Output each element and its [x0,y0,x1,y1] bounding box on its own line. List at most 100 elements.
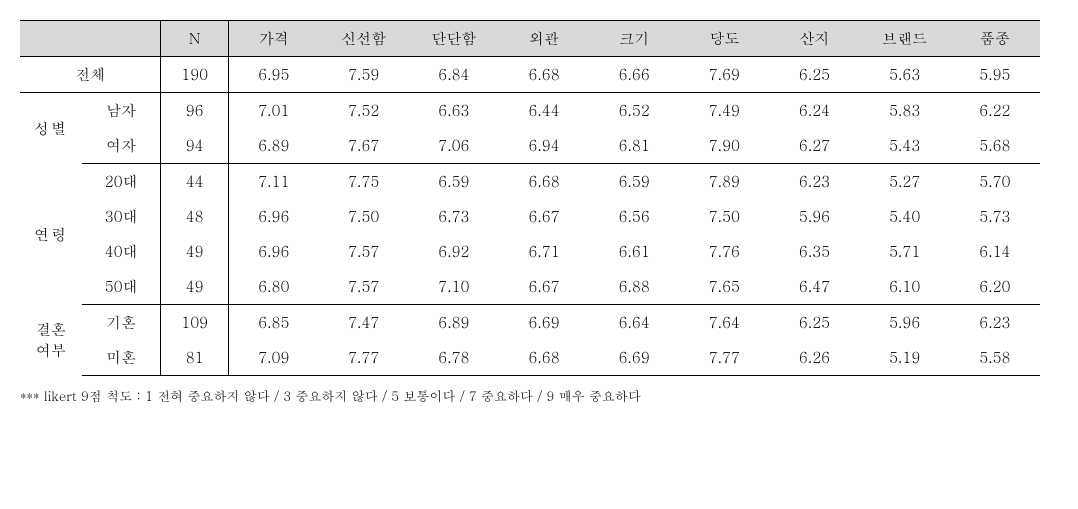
cell: 6.66 [589,57,679,93]
table-header: N 가격 신선함 단단함 외관 크기 당도 산지 브랜드 품종 [20,21,1040,57]
cell: 7.77 [679,340,769,376]
header-col: 브랜드 [860,21,950,57]
cell: 7.90 [679,128,769,164]
header-col: 당도 [679,21,769,57]
cell: 6.67 [499,269,589,305]
subrow-label: 20대 [82,164,161,200]
cell: 7.50 [679,199,769,234]
cell: 5.73 [950,199,1040,234]
cell: 5.95 [950,57,1040,93]
cell: 6.81 [589,128,679,164]
data-table: N 가격 신선함 단단함 외관 크기 당도 산지 브랜드 품종 전체 190 6… [20,20,1040,376]
header-col: 신선함 [319,21,409,57]
cell: 6.96 [228,199,318,234]
subrow-label: 30대 [82,199,161,234]
cell: 7.57 [319,234,409,269]
cell: 6.94 [499,128,589,164]
header-col: 가격 [228,21,318,57]
cell: 7.64 [679,305,769,341]
cell: 6.85 [228,305,318,341]
cell: 7.77 [319,340,409,376]
group-label-marriage: 결혼 여부 [20,305,82,376]
cell: 5.19 [860,340,950,376]
cell: 94 [161,128,229,164]
cell: 5.40 [860,199,950,234]
cell: 190 [161,57,229,93]
cell: 6.56 [589,199,679,234]
cell: 6.95 [228,57,318,93]
cell: 7.89 [679,164,769,200]
cell: 49 [161,269,229,305]
cell: 6.59 [589,164,679,200]
cell: 6.35 [769,234,859,269]
header-col: 단단함 [409,21,499,57]
cell: 6.67 [499,199,589,234]
cell: 7.50 [319,199,409,234]
cell: 7.65 [679,269,769,305]
cell: 7.57 [319,269,409,305]
cell: 7.09 [228,340,318,376]
cell: 48 [161,199,229,234]
cell: 7.01 [228,93,318,129]
cell: 7.59 [319,57,409,93]
cell: 6.84 [409,57,499,93]
header-col: 품종 [950,21,1040,57]
cell: 7.76 [679,234,769,269]
table-row: 미혼 81 7.09 7.77 6.78 6.68 6.69 7.77 6.26… [20,340,1040,376]
cell: 5.58 [950,340,1040,376]
cell: 5.71 [860,234,950,269]
table-row: 30대 48 6.96 7.50 6.73 6.67 6.56 7.50 5.9… [20,199,1040,234]
cell: 6.26 [769,340,859,376]
cell: 7.49 [679,93,769,129]
cell: 6.88 [589,269,679,305]
cell: 6.80 [228,269,318,305]
cell: 6.27 [769,128,859,164]
cell: 7.47 [319,305,409,341]
cell: 6.96 [228,234,318,269]
cell: 7.52 [319,93,409,129]
footnote: *** likert 9점 척도 : 1 전혀 중요하지 않다 / 3 중요하지… [20,386,1058,405]
cell: 81 [161,340,229,376]
cell: 5.83 [860,93,950,129]
cell: 6.71 [499,234,589,269]
cell: 6.14 [950,234,1040,269]
cell: 6.73 [409,199,499,234]
cell: 6.24 [769,93,859,129]
header-col: 크기 [589,21,679,57]
cell: 6.78 [409,340,499,376]
cell: 7.06 [409,128,499,164]
subrow-label: 50대 [82,269,161,305]
group-label-age: 연령 [20,164,82,305]
cell: 5.96 [769,199,859,234]
group-label-gender: 성별 [20,93,82,164]
cell: 6.25 [769,305,859,341]
cell: 5.63 [860,57,950,93]
cell: 7.69 [679,57,769,93]
cell: 6.47 [769,269,859,305]
cell: 5.68 [950,128,1040,164]
cell: 5.70 [950,164,1040,200]
cell: 96 [161,93,229,129]
cell: 7.75 [319,164,409,200]
cell: 6.68 [499,340,589,376]
cell: 44 [161,164,229,200]
cell: 6.59 [409,164,499,200]
header-blank [20,21,161,57]
subrow-label: 기혼 [82,305,161,341]
cell: 7.10 [409,269,499,305]
table-row-total: 전체 190 6.95 7.59 6.84 6.68 6.66 7.69 6.2… [20,57,1040,93]
header-col: 외관 [499,21,589,57]
header-col: 산지 [769,21,859,57]
cell: 6.25 [769,57,859,93]
cell: 5.43 [860,128,950,164]
cell: 6.23 [769,164,859,200]
table-row: 40대 49 6.96 7.57 6.92 6.71 6.61 7.76 6.3… [20,234,1040,269]
cell: 49 [161,234,229,269]
cell: 7.11 [228,164,318,200]
subrow-label: 남자 [82,93,161,129]
header-n: N [161,21,229,57]
cell: 5.27 [860,164,950,200]
cell: 6.63 [409,93,499,129]
subrow-label: 40대 [82,234,161,269]
cell: 7.67 [319,128,409,164]
